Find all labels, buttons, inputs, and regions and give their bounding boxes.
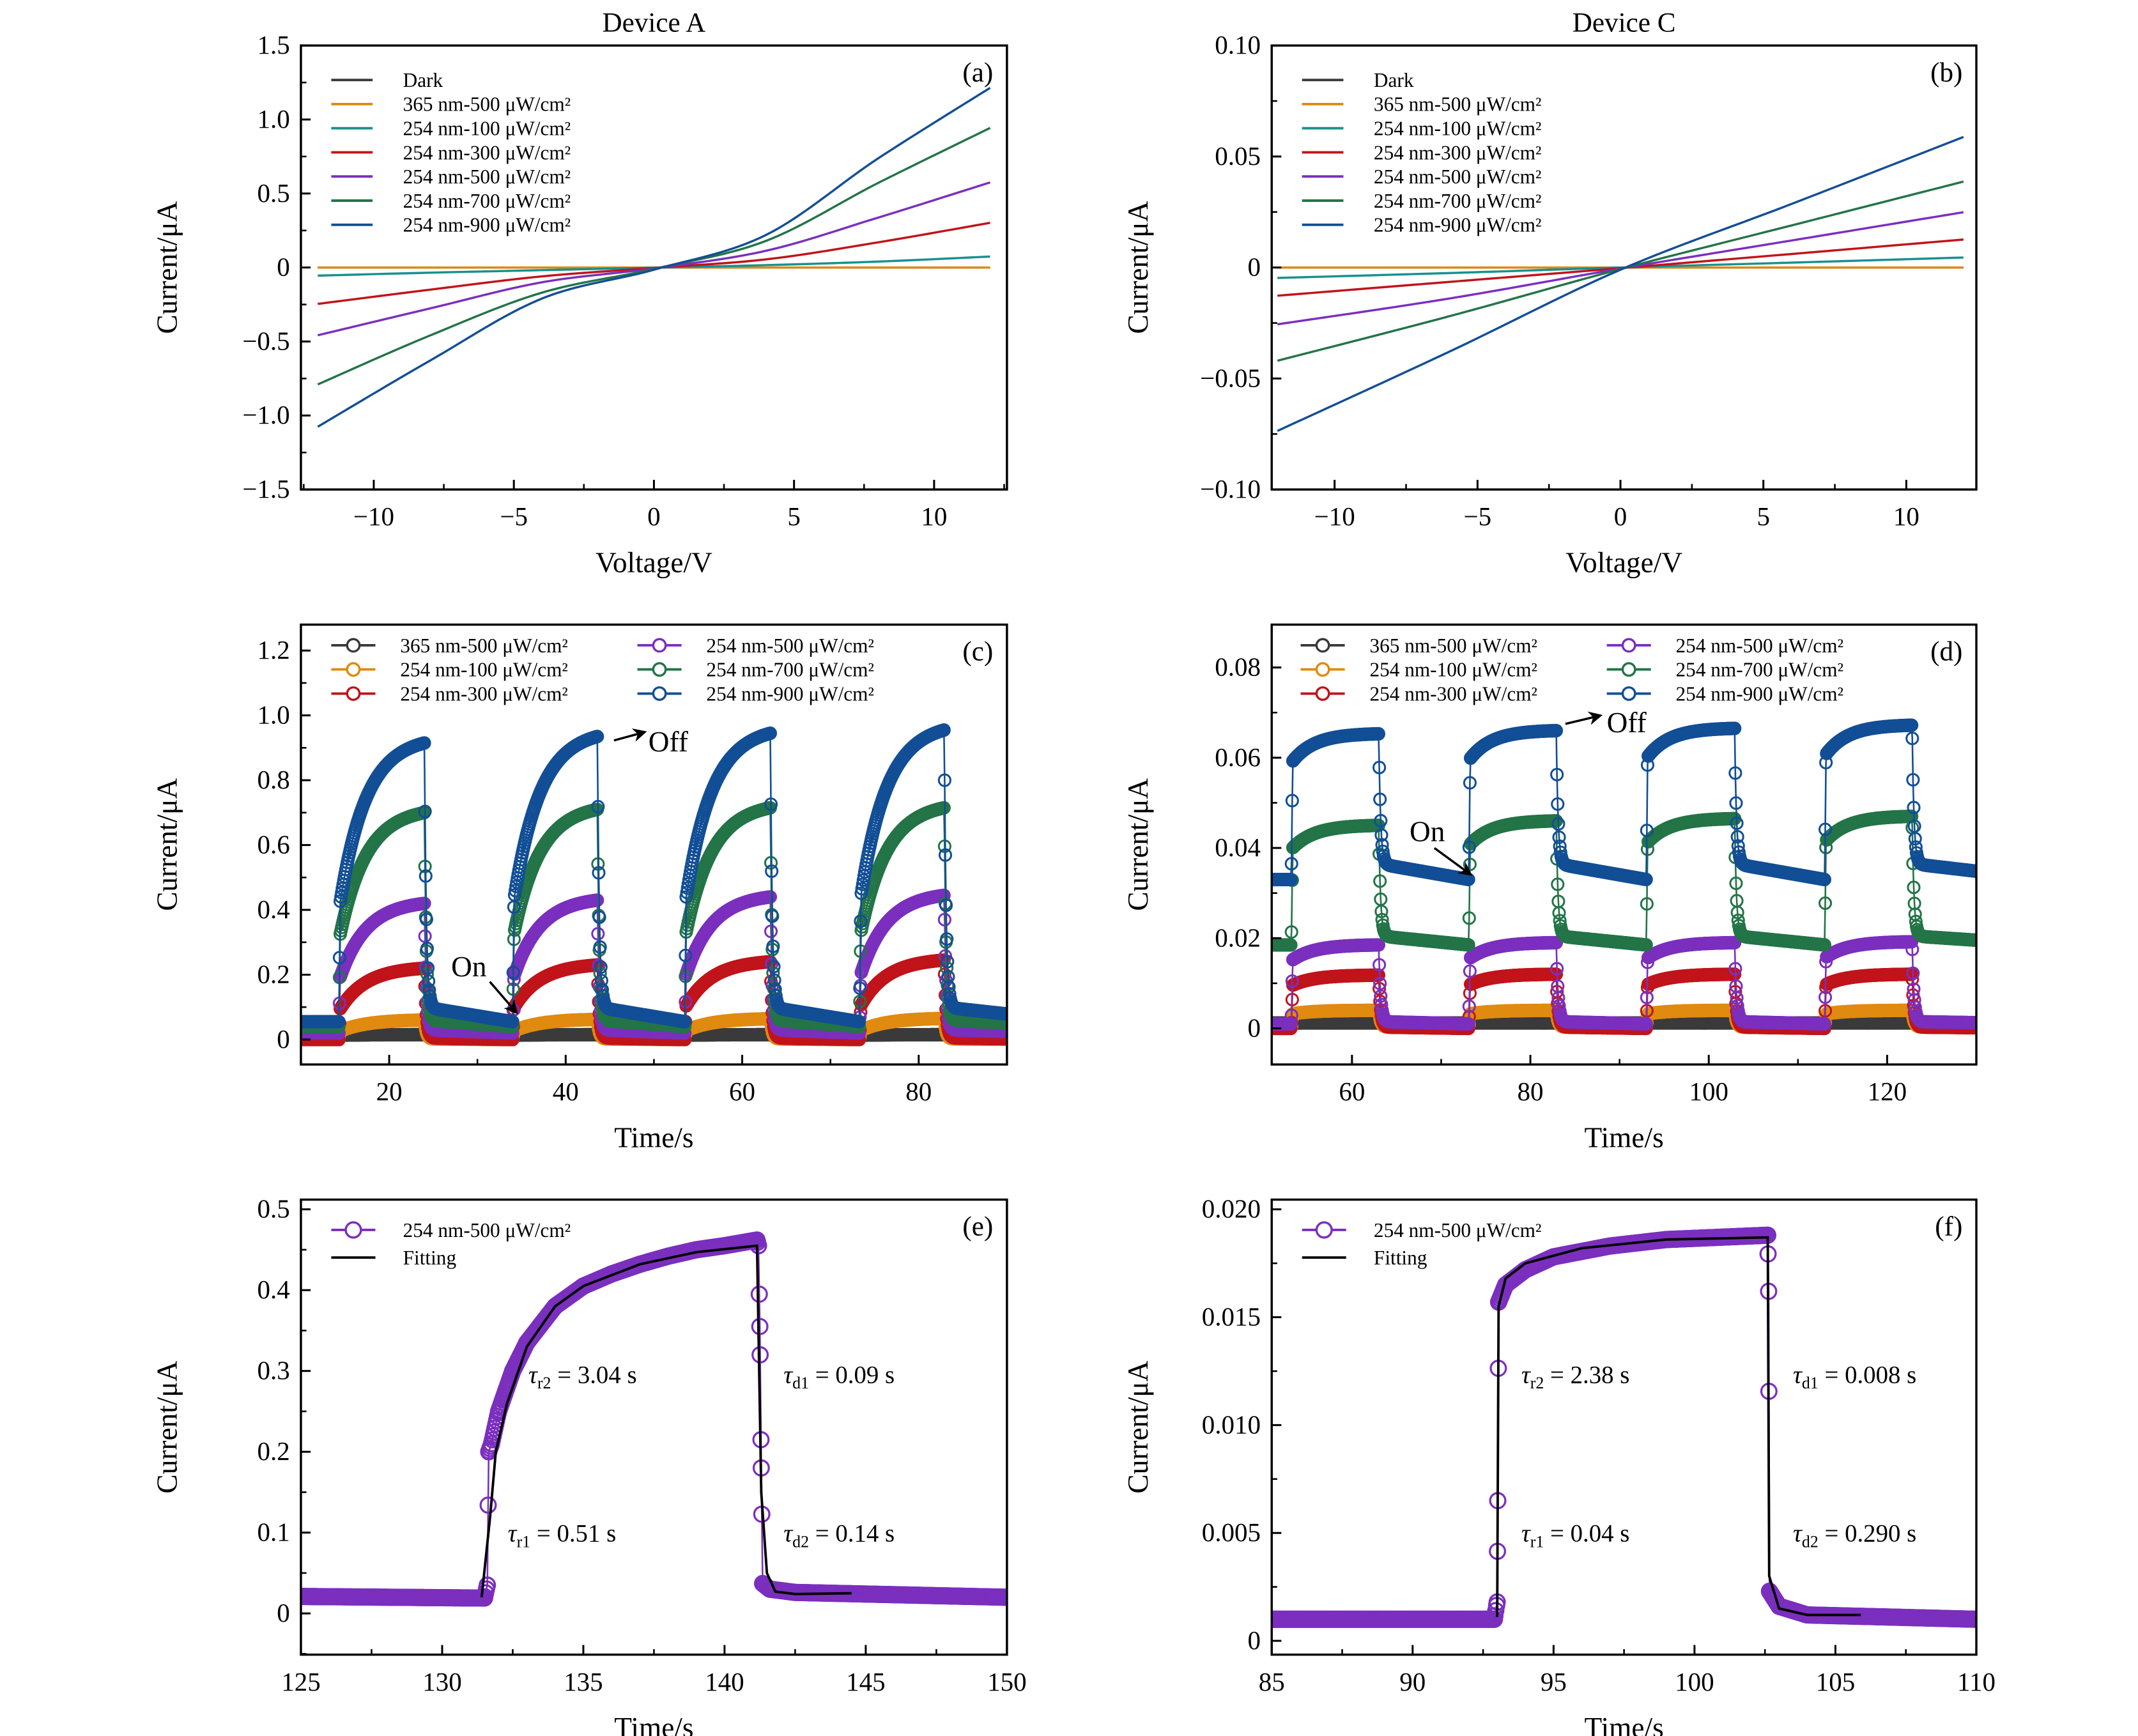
panel-c: 20 40 60 8000.20.40.60.81.01.2Time/sCurrent… bbox=[151, 623, 1008, 1154]
legend-label: 254 nm-900 μW/cm² bbox=[403, 214, 571, 236]
legend-item: 254 nm-300 μW/cm² bbox=[1302, 141, 1541, 164]
legend-item: 254 nm-900 μW/cm² bbox=[1302, 214, 1541, 236]
y-tick-label-a: 0 bbox=[277, 252, 290, 282]
legend-label: Dark bbox=[403, 69, 443, 91]
legend-label: 254 nm-500 μW/cm² bbox=[403, 165, 571, 188]
legend-item: 365 nm-500 μW/cm² bbox=[331, 93, 571, 116]
x-tick-label-b: −10 bbox=[1314, 502, 1355, 531]
plot-area-c bbox=[300, 723, 1007, 1047]
x-tick-label-b: −5 bbox=[1464, 502, 1492, 531]
legend-label: 254 nm-700 μW/cm² bbox=[403, 190, 571, 212]
legend-label: 365 nm-500 μW/cm² bbox=[403, 93, 571, 116]
series-line-a-6 bbox=[317, 87, 991, 428]
legend-label: 254 nm-300 μW/cm² bbox=[403, 141, 571, 164]
legend-item: 254 nm-100 μW/cm² bbox=[331, 117, 571, 139]
legend-label: 254 nm-100 μW/cm² bbox=[1374, 117, 1541, 139]
legend-item: 254 nm-900 μW/cm² bbox=[331, 214, 571, 236]
y-tick-label-a: −0.5 bbox=[242, 326, 289, 355]
legend-label: 254 nm-900 μW/cm² bbox=[1374, 214, 1541, 236]
legend-item: 254 nm-300 μW/cm² bbox=[331, 141, 571, 164]
y-tick-label-b: −0.05 bbox=[1200, 363, 1261, 392]
legend-label: 254 nm-300 μW/cm² bbox=[1374, 141, 1541, 164]
legend-item: 254 nm-700 μW/cm² bbox=[331, 190, 571, 212]
x-tick-label-a: 5 bbox=[787, 502, 801, 531]
legend-label: 365 nm-500 μW/cm² bbox=[1374, 93, 1541, 116]
panel-label-b: (b) bbox=[1930, 58, 1962, 88]
panel-a: −10 −5 0 5 10 −1.5 −1.0 −0.5 0 0.5 1.0 1.5 Voltage/V… bbox=[151, 8, 1008, 579]
legend-item: Dark bbox=[1302, 69, 1414, 91]
y-tick-label-a: 1.0 bbox=[257, 104, 289, 134]
x-axis-label-b: Voltage/V bbox=[1565, 547, 1682, 579]
legend-item: Dark bbox=[331, 69, 443, 91]
legend-label: 254 nm-700 μW/cm² bbox=[1374, 190, 1541, 212]
legend-item: 254 nm-100 μW/cm² bbox=[1302, 117, 1541, 139]
series-line-a-2 bbox=[318, 255, 990, 277]
legend-item: 254 nm-700 μW/cm² bbox=[1302, 190, 1541, 212]
y-tick-label-a: 1.5 bbox=[257, 30, 289, 59]
y-tick-label-b: −0.10 bbox=[1200, 474, 1261, 503]
y-tick-label-b: 0 bbox=[1247, 252, 1261, 282]
x-tick-label-a: −10 bbox=[353, 502, 394, 531]
y-tick-label-b: 0.05 bbox=[1215, 141, 1261, 171]
series-line-c-4 bbox=[300, 806, 1007, 1028]
y-axis-label-a: Current/μA bbox=[151, 201, 183, 334]
x-tick-label-b: 0 bbox=[1614, 502, 1627, 531]
plot-area-a bbox=[317, 87, 991, 428]
panel-label-a: (a) bbox=[962, 58, 993, 88]
y-axis-label-b: Current/μA bbox=[1122, 201, 1154, 334]
panel-b: −10 −5 0 5 10 −0.10 −0.05 0 0.05 0.10 Voltage/V Cur… bbox=[1122, 8, 1978, 579]
legend-label: 254 nm-500 μW/cm² bbox=[1374, 165, 1541, 188]
y-tick-label-b: 0.10 bbox=[1215, 30, 1261, 59]
y-tick-label-a: −1.5 bbox=[242, 474, 289, 503]
x-tick-label-a: 0 bbox=[647, 502, 661, 531]
y-tick-label-a: 0.5 bbox=[257, 178, 289, 208]
chart-title-a: Device A bbox=[603, 8, 706, 38]
series-line-b-6 bbox=[1277, 135, 1964, 432]
y-tick-label-a: −1.0 bbox=[242, 400, 289, 429]
chart-title-b: Device C bbox=[1573, 8, 1676, 38]
legend-item: 254 nm-500 μW/cm² bbox=[331, 165, 571, 188]
x-tick-label-b: 10 bbox=[1893, 502, 1919, 531]
x-tick-label-b: 5 bbox=[1757, 502, 1770, 531]
legend-label: 254 nm-100 μW/cm² bbox=[403, 117, 571, 139]
plot-area-b bbox=[1277, 135, 1964, 432]
x-axis-label-a: Voltage/V bbox=[596, 547, 712, 579]
x-tick-label-a: −5 bbox=[500, 502, 528, 531]
x-tick-label-a: 10 bbox=[921, 502, 947, 531]
series-c-4 bbox=[300, 801, 1007, 1034]
legend-item: 254 nm-500 μW/cm² bbox=[1302, 165, 1541, 188]
legend-item: 365 nm-500 μW/cm² bbox=[1302, 93, 1541, 116]
legend-label: Dark bbox=[1374, 69, 1414, 91]
